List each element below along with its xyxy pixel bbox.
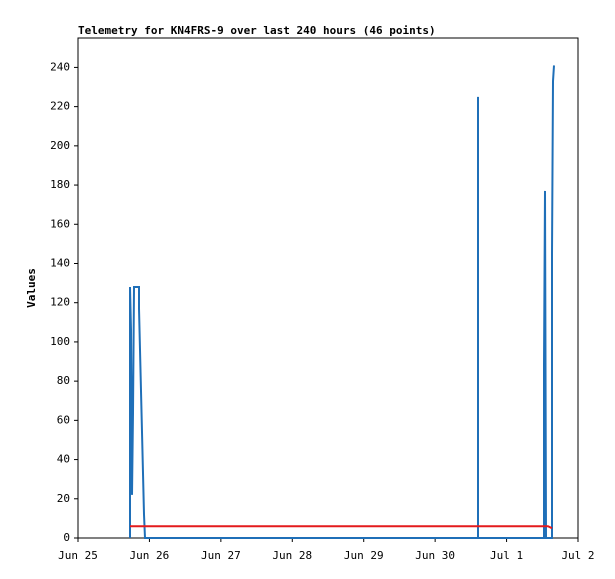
y-tick-label: 60 — [57, 413, 70, 426]
x-tick-label: Jun 29 — [344, 549, 384, 562]
x-tick-label: Jun 27 — [201, 549, 241, 562]
y-tick-label: 240 — [50, 60, 70, 73]
x-tick-label: Jul 1 — [490, 549, 523, 562]
y-tick-label: 140 — [50, 256, 70, 269]
chart-title: Telemetry for KN4FRS-9 over last 240 hou… — [78, 24, 436, 37]
plot-frame — [77, 37, 579, 539]
y-tick-label: 0 — [63, 531, 70, 544]
y-tick-label: 80 — [57, 374, 70, 387]
series-line — [130, 525, 553, 530]
y-tick-label: 40 — [57, 453, 70, 466]
y-axis-label: Values — [25, 268, 38, 308]
y-tick-label: 180 — [50, 178, 70, 191]
x-tick-label: Jun 30 — [415, 549, 455, 562]
y-tick-label: 120 — [50, 296, 70, 309]
series-line — [129, 65, 555, 539]
x-tick-label: Jul 2 — [561, 549, 594, 562]
x-tick-label: Jun 28 — [272, 549, 312, 562]
y-tick-label: 20 — [57, 492, 70, 505]
x-tick-label: Jun 26 — [130, 549, 170, 562]
x-tick-label: Jun 25 — [58, 549, 98, 562]
y-tick-label: 200 — [50, 139, 70, 152]
y-tick-label: 220 — [50, 100, 70, 113]
y-tick-label: 160 — [50, 217, 70, 230]
y-tick-label: 100 — [50, 335, 70, 348]
